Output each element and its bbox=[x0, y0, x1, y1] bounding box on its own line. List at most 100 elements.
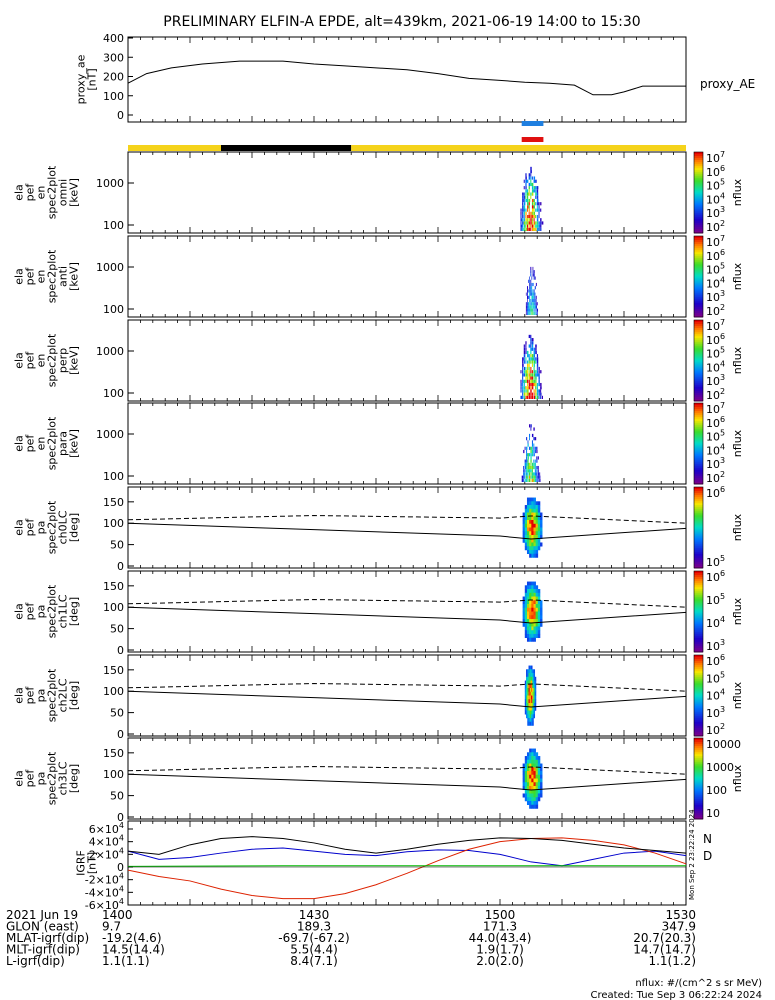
spectrogram-cell bbox=[535, 360, 537, 364]
colorbar-segment bbox=[694, 334, 703, 337]
spectrogram-cell bbox=[530, 286, 532, 290]
spectrogram-cell bbox=[531, 202, 534, 206]
spectrogram-cell bbox=[531, 373, 534, 377]
colorbar-segment bbox=[694, 392, 703, 396]
colorbar-segment bbox=[694, 409, 703, 412]
colorbar-segment bbox=[694, 228, 703, 232]
colorbar-segment bbox=[694, 280, 703, 284]
spectrogram-cell bbox=[537, 456, 539, 460]
colorbar-segment bbox=[694, 794, 703, 798]
spectrogram-cell bbox=[537, 531, 541, 536]
spectrogram-cell bbox=[524, 469, 526, 473]
spectrogram-cell bbox=[527, 680, 529, 685]
spectrogram-cell bbox=[527, 379, 529, 383]
spectrogram-cell bbox=[534, 676, 537, 681]
colorbar-segment bbox=[694, 388, 703, 392]
spectrogram-cell bbox=[527, 392, 529, 396]
y-axis-label: en bbox=[35, 437, 48, 451]
colorbar-frame bbox=[693, 486, 704, 569]
panel-frame bbox=[127, 486, 687, 569]
spectrogram-cell bbox=[535, 382, 537, 387]
spectrogram-cell bbox=[529, 305, 531, 309]
colorbar-segment bbox=[694, 565, 703, 569]
colorbar-label: nflux bbox=[731, 597, 744, 625]
spectrogram-cell bbox=[527, 227, 529, 231]
colorbar-segment bbox=[694, 382, 703, 386]
spectrogram-cell bbox=[525, 302, 527, 306]
colorbar-tick-label: 105 bbox=[706, 554, 725, 569]
colorbar-segment bbox=[694, 800, 703, 804]
spectrogram-cell bbox=[524, 771, 528, 776]
spectrogram-cell bbox=[540, 386, 542, 390]
colorbar-tick-exponent: 5 bbox=[720, 262, 725, 271]
spectrogram-cell bbox=[532, 282, 534, 287]
ephemeris-row-label: 2021 Jun 19 bbox=[6, 908, 78, 922]
y-axis-label: pa bbox=[35, 772, 48, 786]
spectrogram-cell bbox=[526, 456, 528, 460]
spectrogram-cell bbox=[531, 714, 533, 719]
spectrogram-cell bbox=[533, 516, 536, 521]
y-tick-label: 50 bbox=[110, 707, 124, 720]
spectrogram-cell bbox=[540, 389, 542, 393]
spectrogram-cell bbox=[531, 699, 533, 704]
spectrogram-cell bbox=[533, 680, 536, 685]
spectrogram-cell bbox=[529, 553, 532, 558]
colorbar-segment bbox=[694, 300, 703, 304]
colorbar-segment bbox=[694, 348, 703, 351]
colorbar-segment bbox=[694, 260, 703, 263]
spectrogram-cell bbox=[533, 508, 536, 513]
spectrogram-cell bbox=[530, 279, 532, 283]
colorbar-segment bbox=[694, 663, 703, 666]
spectrogram-cell bbox=[533, 527, 536, 532]
spectrogram-cell bbox=[533, 205, 535, 209]
spectrogram-cell bbox=[531, 669, 533, 674]
y-tick-label: 150 bbox=[103, 496, 124, 509]
y-tick-label: 100 bbox=[103, 601, 124, 614]
spectrogram-cell bbox=[535, 785, 539, 791]
spectrogram-cell bbox=[533, 379, 535, 383]
spectrogram-cell bbox=[530, 373, 532, 377]
spectrogram-cell bbox=[531, 665, 533, 670]
spectrogram-cell bbox=[533, 714, 536, 719]
legend-n: N bbox=[703, 832, 712, 846]
spectrogram-cell bbox=[526, 472, 528, 476]
spectrogram-cell bbox=[533, 596, 536, 601]
spectrogram-cell bbox=[529, 785, 532, 791]
colorbar-segment bbox=[694, 812, 703, 816]
colorbar-segment bbox=[694, 248, 703, 251]
spectrogram-cell bbox=[535, 298, 537, 303]
colorbar-tick-exponent: 5 bbox=[720, 592, 725, 601]
colorbar-segment bbox=[694, 465, 703, 469]
spectrogram-cell bbox=[522, 785, 526, 791]
colorbar-segment bbox=[694, 537, 703, 541]
y-tick-label: -4×104 bbox=[85, 884, 124, 899]
spectrogram-cell bbox=[529, 592, 532, 597]
spectrogram-cell bbox=[529, 665, 532, 670]
spectrogram-cell bbox=[525, 195, 527, 199]
spectrogram-cell bbox=[522, 357, 524, 361]
spectrogram-cell bbox=[531, 305, 533, 309]
spectrogram-cell bbox=[528, 311, 529, 315]
spectrogram-cell bbox=[539, 531, 543, 536]
spectrogram-cell bbox=[525, 344, 527, 348]
spectrogram-cell bbox=[523, 208, 526, 212]
spectrogram-cell bbox=[534, 298, 536, 303]
spectrogram-cell bbox=[534, 446, 537, 450]
spectrogram-cell bbox=[537, 505, 541, 510]
colorbar-segment bbox=[694, 619, 703, 623]
status-segment bbox=[221, 145, 352, 151]
colorbar-segment bbox=[694, 421, 703, 424]
spectrogram-cell bbox=[526, 785, 530, 791]
spectrogram-cell bbox=[524, 793, 528, 798]
spectrogram-cell bbox=[525, 189, 527, 193]
spectrogram-cell bbox=[536, 227, 539, 231]
spectrogram-cell bbox=[527, 386, 529, 390]
spectrogram-cell bbox=[533, 311, 535, 315]
spectrogram-cell bbox=[522, 360, 524, 364]
colorbar-segment bbox=[694, 284, 703, 288]
spectrogram-cell bbox=[529, 618, 532, 624]
colorbar-segment bbox=[694, 246, 703, 249]
spectrogram-cell bbox=[529, 748, 532, 753]
spectrogram-cell bbox=[524, 462, 527, 466]
colorbar-segment bbox=[694, 673, 703, 676]
